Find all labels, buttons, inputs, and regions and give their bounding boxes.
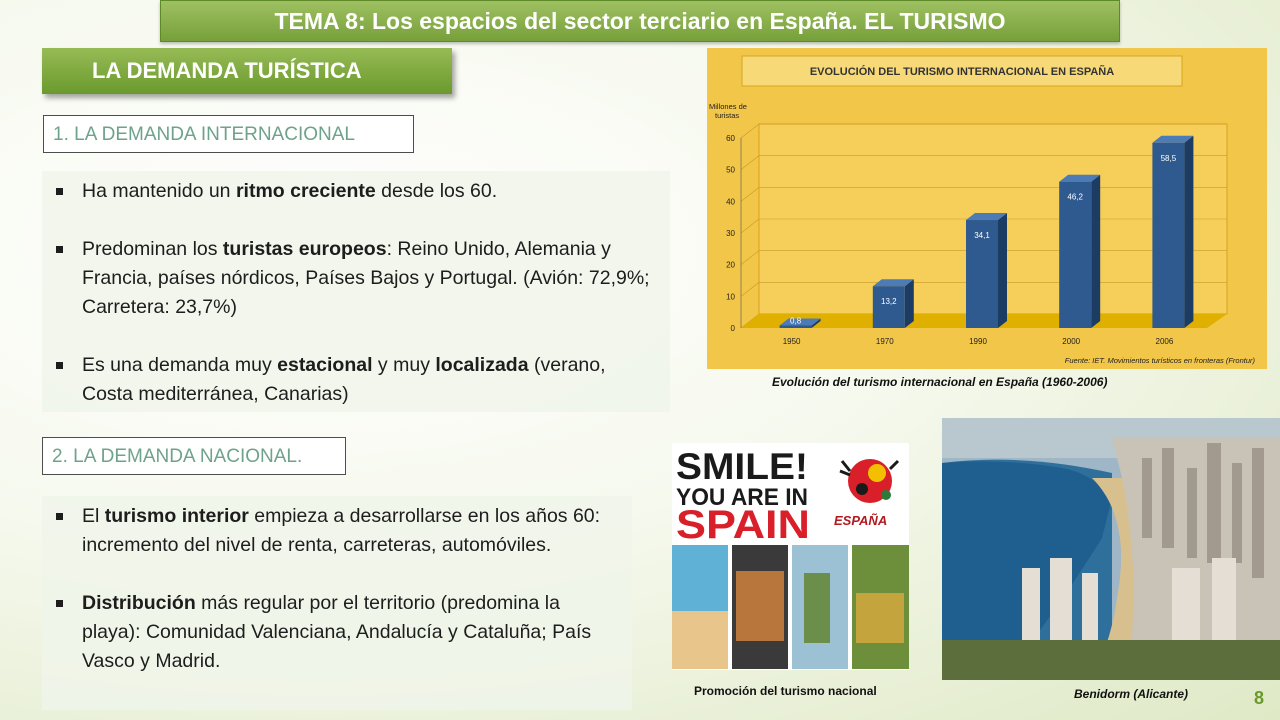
bar (872, 286, 905, 328)
international-text-box: Ha mantenido un ritmo creciente desde lo… (42, 171, 670, 412)
bar-value-label: 34,1 (974, 231, 990, 240)
y-axis-label-line2: turistas (715, 111, 739, 120)
national-text-box: El turismo interior empieza a desarrolla… (42, 496, 632, 710)
tourism-chart: EVOLUCIÓN DEL TURISMO INTERNACIONAL EN E… (707, 48, 1267, 369)
bullet-item: Es una demanda muy estacional y muy loca… (56, 351, 660, 409)
bar (966, 220, 998, 328)
bullet-item: Distribución más regular por el territor… (56, 589, 622, 676)
y-gridline-diag (740, 218, 760, 234)
promo-you-are-in: YOU ARE IN (676, 484, 808, 511)
section-title: LA DEMANDA TURÍSTICA (42, 48, 452, 94)
bar (1059, 181, 1092, 328)
promo-smile: SMILE! (676, 446, 808, 487)
promo-svg: SMILE! YOU ARE IN SPAIN ESPAÑA (672, 446, 909, 669)
y-tick-label: 50 (726, 166, 735, 175)
espana-logo-text: ESPAÑA (834, 513, 887, 528)
chart-title-box (741, 55, 1183, 87)
y-gridline-diag (740, 155, 760, 170)
bar-top (1059, 174, 1101, 182)
y-gridline-diag (740, 250, 760, 265)
promo-poster: SMILE! YOU ARE IN SPAIN ESPAÑA (672, 443, 909, 670)
y-gridline-diag (740, 123, 760, 139)
chart-svg: EVOLUCIÓN DEL TURISMO INTERNACIONAL EN E… (709, 55, 1256, 365)
bar-side (1091, 174, 1101, 328)
y-tick-label: 0 (731, 324, 736, 333)
y-tick-label: 30 (726, 229, 735, 238)
promo-caption: Promoción del turismo nacional (694, 684, 877, 698)
bar-top (779, 318, 821, 326)
bar-value-label: 0,8 (790, 316, 802, 325)
international-heading: 1. LA DEMANDA INTERNACIONAL (43, 115, 414, 153)
promo-photo-strip (672, 545, 909, 669)
photo-caption: Benidorm (Alicante) (1074, 687, 1189, 701)
bar-value-label: 13,2 (881, 297, 897, 306)
y-tick-label: 20 (726, 261, 735, 270)
bar (779, 325, 812, 328)
bar-top (966, 213, 1007, 221)
bullet-item: Ha mantenido un ritmo creciente desde lo… (56, 177, 660, 206)
chart-caption: Evolución del turismo internacional en E… (772, 375, 1108, 389)
bar-value-label: 46,2 (1067, 193, 1083, 202)
y-gridline-diag (740, 187, 760, 202)
benidorm-svg (942, 418, 1280, 680)
bar-side (1184, 135, 1194, 328)
espana-logo-icon: ESPAÑA (834, 459, 900, 528)
x-tick-label: 2006 (1156, 337, 1174, 346)
benidorm-photo (942, 418, 1280, 680)
chart-source: Fuente: IET. Movimientos turísticos en f… (1065, 356, 1256, 365)
promo-spain: SPAIN (676, 503, 810, 547)
slide-title: TEMA 8: Los espacios del sector terciari… (160, 0, 1120, 42)
bar-side (811, 318, 821, 328)
x-tick-label: 1950 (783, 337, 801, 346)
x-tick-label: 2000 (1062, 337, 1080, 346)
national-heading: 2. LA DEMANDA NACIONAL. (42, 437, 346, 475)
bullet-item: El turismo interior empieza a desarrolla… (56, 502, 622, 560)
bar-side (998, 213, 1007, 328)
bar-value-label: 58,5 (1161, 154, 1177, 163)
page-number: 8 (1254, 688, 1265, 708)
bullet-item: Predominan los turistas europeos: Reino … (56, 235, 660, 322)
bar-top (872, 279, 914, 287)
y-tick-label: 60 (726, 134, 735, 143)
bar-side (904, 279, 914, 328)
x-tick-label: 1970 (876, 337, 894, 346)
y-tick-label: 10 (726, 292, 735, 301)
chart-title: EVOLUCIÓN DEL TURISMO INTERNACIONAL EN E… (810, 65, 1114, 78)
x-tick-label: 1990 (969, 337, 987, 346)
y-gridline-diag (740, 282, 760, 297)
y-axis-label-line1: Millones de (709, 102, 747, 111)
bar-top (1152, 135, 1194, 143)
bar (1152, 142, 1185, 328)
y-tick-label: 40 (726, 197, 735, 206)
